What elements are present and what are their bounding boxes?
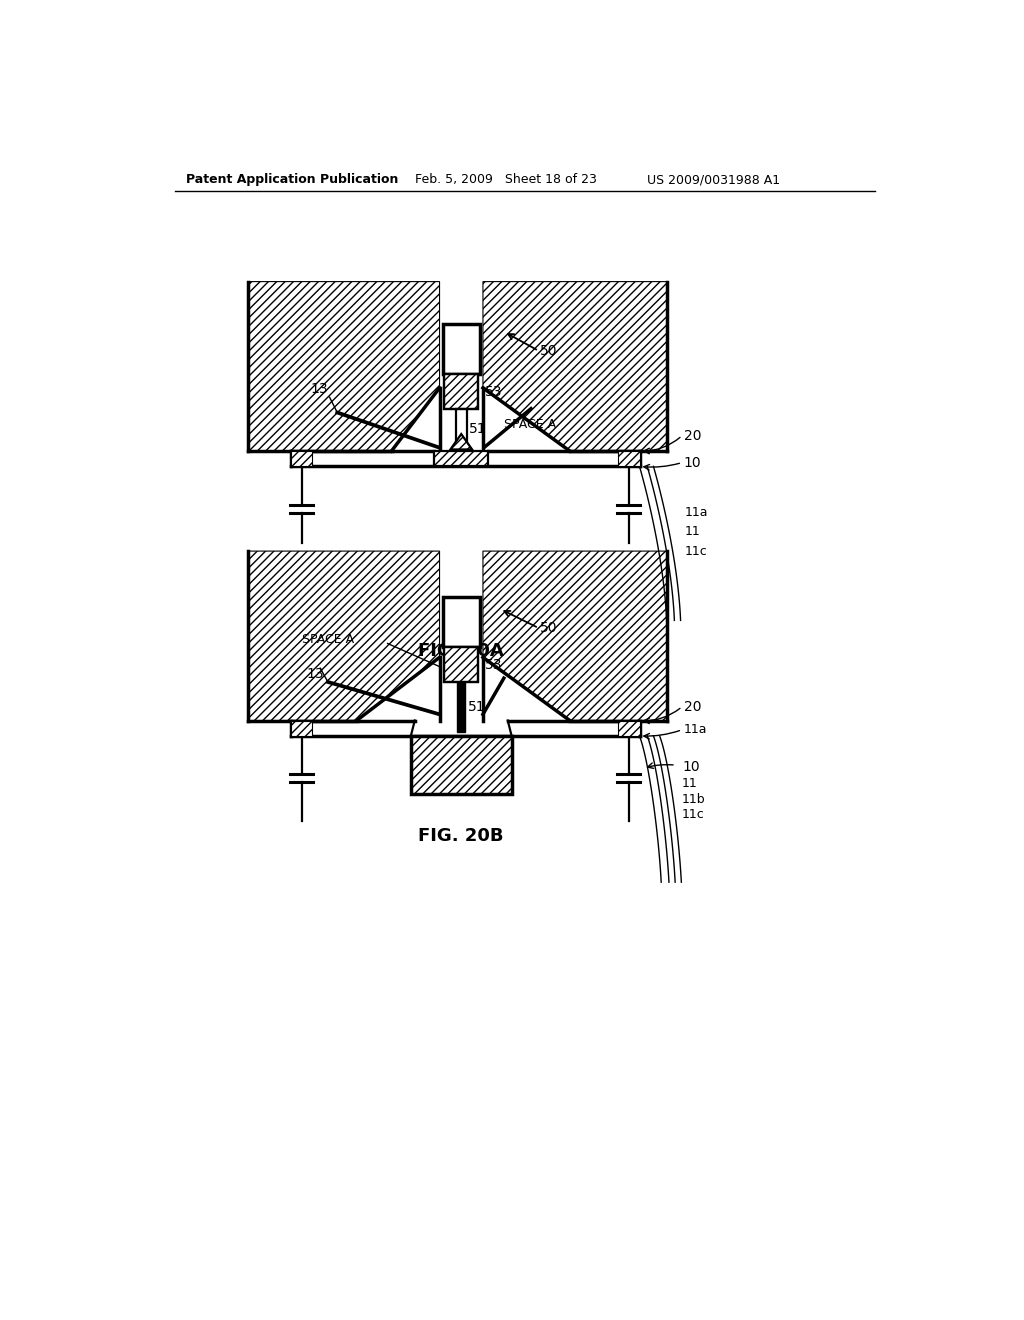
Text: 11c: 11c bbox=[684, 545, 708, 557]
Text: 51: 51 bbox=[467, 701, 485, 714]
Text: FIG. 20A: FIG. 20A bbox=[419, 643, 504, 660]
Polygon shape bbox=[617, 451, 640, 466]
Bar bbox=[434, 451, 488, 466]
Bar bbox=[444, 647, 478, 682]
Text: 11c: 11c bbox=[682, 808, 705, 821]
Text: 50: 50 bbox=[541, 622, 558, 635]
Text: 11: 11 bbox=[684, 525, 700, 539]
Polygon shape bbox=[483, 281, 667, 451]
Text: 20: 20 bbox=[684, 700, 701, 714]
Text: 10: 10 bbox=[682, 760, 699, 774]
Polygon shape bbox=[291, 451, 312, 466]
Text: Feb. 5, 2009   Sheet 18 of 23: Feb. 5, 2009 Sheet 18 of 23 bbox=[415, 173, 597, 186]
Bar bbox=[411, 737, 512, 793]
Text: 51: 51 bbox=[469, 422, 486, 437]
Text: 50: 50 bbox=[541, 345, 558, 358]
Polygon shape bbox=[451, 434, 472, 449]
Text: FIG. 20B: FIG. 20B bbox=[419, 828, 504, 845]
Text: 10: 10 bbox=[684, 455, 701, 470]
Text: 13: 13 bbox=[306, 668, 324, 681]
Polygon shape bbox=[483, 552, 667, 721]
Bar bbox=[444, 647, 478, 682]
Bar bbox=[444, 374, 478, 409]
Text: 53: 53 bbox=[484, 384, 502, 399]
Bar bbox=[456, 409, 467, 449]
Text: SPACE A: SPACE A bbox=[504, 417, 556, 430]
Text: 13: 13 bbox=[310, 383, 328, 396]
Bar bbox=[442, 598, 480, 647]
Polygon shape bbox=[451, 434, 472, 449]
Text: 53: 53 bbox=[484, 659, 502, 672]
Bar bbox=[458, 682, 465, 733]
Text: 20: 20 bbox=[684, 429, 701, 442]
Bar bbox=[444, 374, 478, 409]
Polygon shape bbox=[617, 721, 640, 737]
Text: SPACE A: SPACE A bbox=[302, 634, 354, 647]
Polygon shape bbox=[248, 552, 439, 721]
Text: 11a: 11a bbox=[684, 723, 708, 737]
Text: Patent Application Publication: Patent Application Publication bbox=[186, 173, 398, 186]
Polygon shape bbox=[291, 721, 312, 737]
Text: US 2009/0031988 A1: US 2009/0031988 A1 bbox=[647, 173, 780, 186]
Text: 11a: 11a bbox=[684, 506, 708, 519]
Polygon shape bbox=[248, 281, 439, 451]
Bar bbox=[442, 323, 480, 374]
Text: 11b: 11b bbox=[682, 792, 706, 805]
Text: 11: 11 bbox=[682, 777, 698, 791]
